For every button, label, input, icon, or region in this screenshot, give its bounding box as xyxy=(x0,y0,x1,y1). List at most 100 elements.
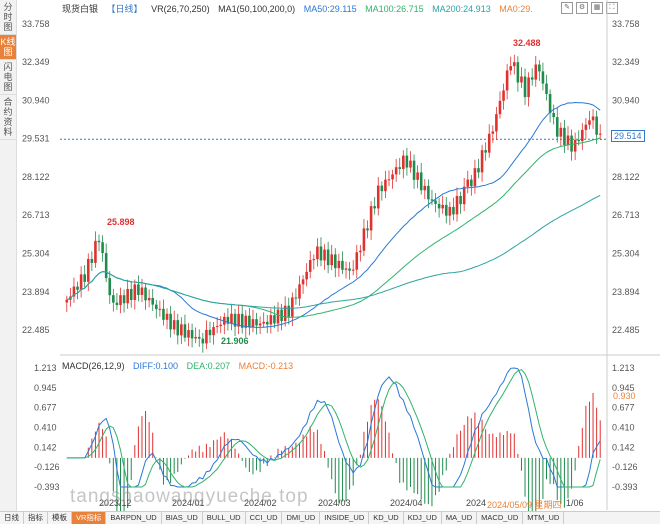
macd-diff: DIFF:0.100 xyxy=(133,361,179,371)
tab-ma[interactable]: MA_UD xyxy=(442,512,478,524)
left-sidebar: 分时图 K线图 闪电图 合约资料 xyxy=(0,0,17,523)
candle-body xyxy=(169,313,172,330)
candle-body xyxy=(566,135,570,146)
candle-body xyxy=(505,70,509,91)
grid-icon[interactable]: ▦ xyxy=(591,2,603,14)
cursor-date: 2024/05/09 星期四 xyxy=(487,500,562,510)
candle-body xyxy=(373,206,376,209)
price-tick-label: 22.485 xyxy=(612,325,640,335)
price-tick-label: 23.894 xyxy=(612,287,640,297)
tab-dmi[interactable]: DMI_UD xyxy=(282,512,321,524)
candle-body xyxy=(355,252,359,270)
sidebar-item-timeshare[interactable]: 分时图 xyxy=(0,0,16,35)
candle-body xyxy=(384,179,387,192)
tab-indicator[interactable]: 指标 xyxy=(24,512,48,524)
macd-tick-label: 0.945 xyxy=(612,383,635,393)
sidebar-item-lightning[interactable]: 闪电图 xyxy=(0,60,16,95)
macd-title[interactable]: MACD(26,12,9) xyxy=(62,361,125,371)
candle-body xyxy=(430,199,434,201)
ma-label[interactable]: MA1(50,100,200,0) xyxy=(218,4,296,14)
tab-inside[interactable]: INSIDE_UD xyxy=(320,512,370,524)
macd-tick-label-left: 1.213 xyxy=(34,363,57,373)
candle-body xyxy=(248,315,251,328)
candle-body xyxy=(359,250,362,253)
candle-body xyxy=(541,71,545,84)
vr-indicator[interactable]: VR(26,70,250) xyxy=(151,4,210,14)
price-tick-label: 33.758 xyxy=(612,19,640,29)
candle-body xyxy=(230,313,233,324)
candle-body xyxy=(137,284,140,295)
tab-template[interactable]: 模板 xyxy=(48,512,72,524)
tab-bull[interactable]: BULL_UD xyxy=(203,512,246,524)
macd-dea: DEA:0.207 xyxy=(186,361,231,371)
tab-cci[interactable]: CCI_UD xyxy=(246,512,283,524)
candle-body xyxy=(545,83,548,94)
candle-body xyxy=(366,228,369,231)
ma0-value: MA0:29. xyxy=(499,4,533,14)
candle-body xyxy=(588,120,591,125)
candle-body xyxy=(197,336,201,339)
candle-body xyxy=(316,246,319,260)
candle-body xyxy=(419,172,423,191)
candle-body xyxy=(491,131,495,134)
candle-body xyxy=(559,127,563,137)
candle-body xyxy=(251,319,255,328)
candle-body xyxy=(276,309,280,324)
candle-body xyxy=(473,168,477,187)
candle-body xyxy=(147,298,151,301)
candle-body xyxy=(115,302,119,306)
candle-body xyxy=(337,260,341,269)
candle-body xyxy=(158,308,162,310)
candle-body xyxy=(394,167,398,175)
macd-current-tag: 0.930 xyxy=(613,391,636,401)
date-label-7: 1/06 xyxy=(566,498,584,508)
candle-body xyxy=(595,116,598,135)
candle-body xyxy=(244,315,248,328)
settings-icon[interactable]: ⚙ xyxy=(576,2,588,14)
candle-body xyxy=(94,240,97,263)
sidebar-item-contract[interactable]: 合约资料 xyxy=(0,95,16,140)
tab-bias[interactable]: BIAS_UD xyxy=(162,512,203,524)
candle-body xyxy=(577,139,581,142)
ma200-value: MA200:24.913 xyxy=(432,4,491,14)
tab-macd[interactable]: MACD_UD xyxy=(477,512,524,524)
tab-daily[interactable]: 日线 xyxy=(0,512,24,524)
period-selector[interactable]: 【日线】 xyxy=(106,4,143,14)
candle-body xyxy=(255,319,258,326)
ma50-value: MA50:29.115 xyxy=(303,4,357,14)
candle-body xyxy=(330,254,333,266)
tab-kdj[interactable]: KDJ_UD xyxy=(404,512,442,524)
candle-body xyxy=(448,206,452,216)
candle-body xyxy=(484,150,487,153)
price-tick-label: 28.122 xyxy=(612,172,640,182)
candle-body xyxy=(598,133,602,135)
candle-body xyxy=(76,286,79,290)
candle-body xyxy=(341,260,344,270)
date-label-1: 2023/12 xyxy=(99,498,132,508)
candle-body xyxy=(527,77,530,98)
price-tick-label-left: 30.940 xyxy=(22,95,50,105)
candle-body xyxy=(155,304,158,310)
tab-vr[interactable]: VR指标 xyxy=(72,512,107,524)
macd-tick-label: 1.213 xyxy=(612,363,635,373)
macd-tick-label-left: -0.126 xyxy=(34,462,60,472)
draw-icon[interactable]: ✎ xyxy=(561,2,573,14)
candle-body xyxy=(283,305,287,321)
sidebar-item-kline[interactable]: K线图 xyxy=(0,35,16,60)
candle-body xyxy=(258,323,262,326)
candle-body xyxy=(520,76,523,83)
tab-barpdn[interactable]: BARPDN_UD xyxy=(106,512,162,524)
tab-kd[interactable]: KD_UD xyxy=(369,512,404,524)
candle-body xyxy=(308,260,312,272)
candle-body xyxy=(208,329,212,336)
candle-body xyxy=(362,228,366,251)
candle-body xyxy=(265,321,269,325)
price-tick-label-left: 28.122 xyxy=(22,172,50,182)
macd-tick-label-left: 0.945 xyxy=(34,383,57,393)
candle-body xyxy=(584,124,588,130)
tab-mtm[interactable]: MTM_UD xyxy=(523,512,565,524)
candle-body xyxy=(513,62,516,67)
candle-body xyxy=(97,240,101,243)
date-label-2: 2024/01 xyxy=(172,498,205,508)
